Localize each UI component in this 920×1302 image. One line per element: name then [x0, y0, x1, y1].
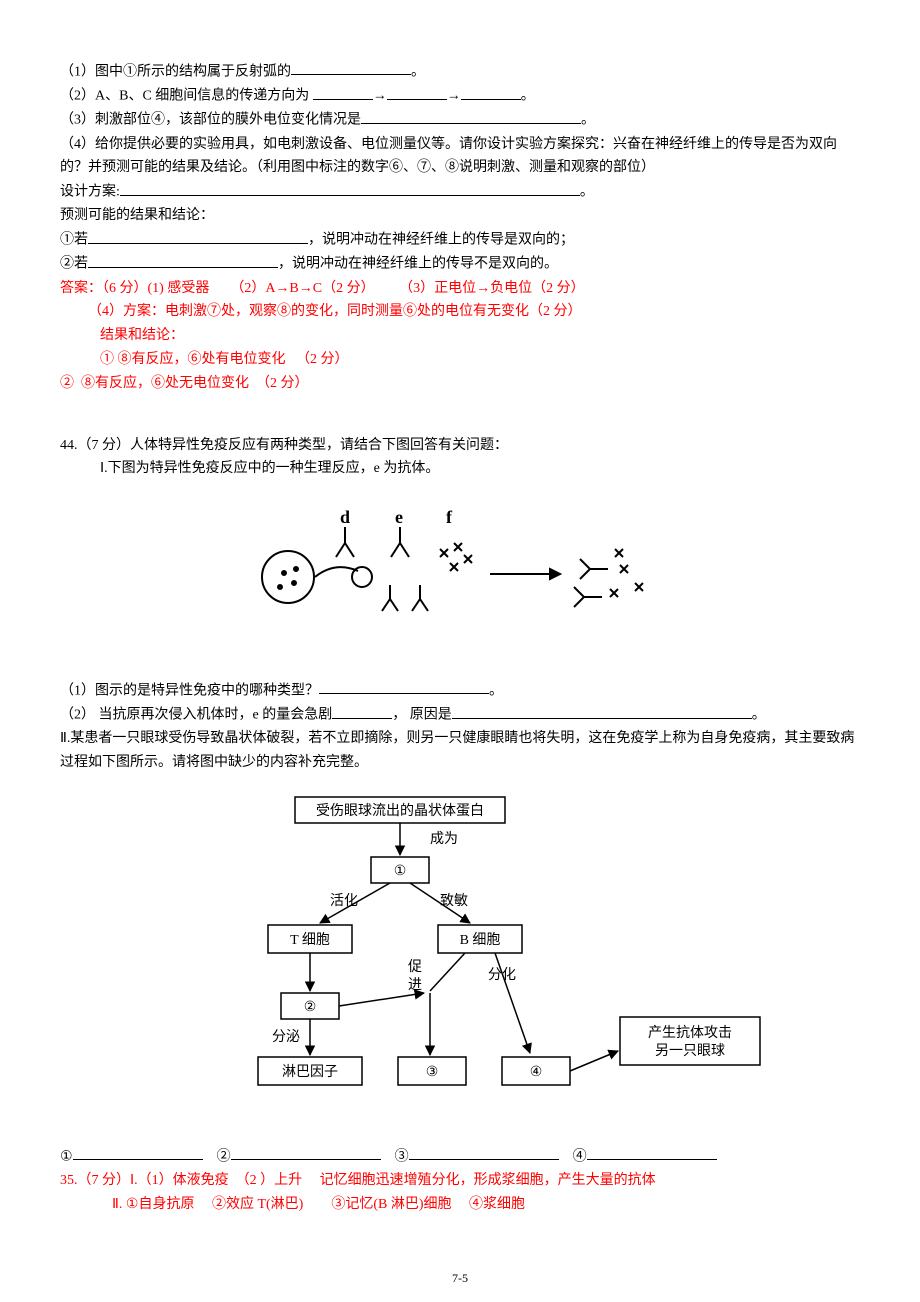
node2: ②: [304, 1000, 317, 1015]
sensitize-label: 致敏: [440, 893, 468, 909]
arrow: →: [373, 89, 387, 104]
blank: [291, 60, 411, 75]
immune-figure: d e f: [60, 499, 860, 639]
q1-a2-pre: ②若: [60, 257, 88, 272]
q44-sub1: Ⅰ.下图为特异性免疫反应中的一种生理反应，e 为抗体。: [60, 457, 860, 481]
rightbox2: 另一只眼球: [655, 1043, 725, 1059]
label-f: f: [446, 507, 453, 527]
page-footer: 7-5: [0, 1271, 920, 1286]
rightbox1: 产生抗体攻击: [648, 1025, 732, 1041]
blank: [452, 703, 752, 718]
top-box: 受伤眼球流出的晶状体蛋白: [316, 803, 484, 819]
q44-p1: （1）图示的是特异性免疫中的哪种类型？ 。: [60, 679, 860, 703]
q1-line3-pre: （3）刺激部位④，该部位的膜外电位变化情况是: [60, 113, 361, 128]
q44-p1-post: 。: [489, 683, 503, 698]
blank: [332, 703, 392, 718]
q1-a1: ①若 ，说明冲动在神经纤维上的传导是双向的；: [60, 228, 860, 252]
blank: [73, 1145, 203, 1160]
activate-label: 活化: [330, 893, 358, 909]
q1-line4: （4）给你提供必要的实验用具，如电刺激设备、电位测量仪等。请你设计实验方案探究：…: [60, 133, 860, 181]
fill-n3: ③: [395, 1149, 409, 1164]
fill-n4: ④: [573, 1149, 587, 1164]
q1-a2-post: ，说明冲动在神经纤维上的传导不是双向的。: [278, 257, 558, 272]
fill-n1: ①: [60, 1149, 73, 1164]
bcell: B 细胞: [460, 932, 501, 948]
q1-a1-pre: ①若: [60, 233, 88, 248]
blank: [313, 84, 373, 99]
q1-design: 设计方案: 。: [60, 180, 860, 204]
q1-line3-post: 。: [581, 113, 595, 128]
q44-title: 44.（7 分）人体特异性免疫反应有两种类型，请结合下图回答有关问题：: [60, 434, 860, 458]
q44-p2c: 。: [752, 708, 766, 723]
flow-diagram: 受伤眼球流出的晶状体蛋白 成为 ① 活化 致敏 T 细胞 B 细胞 促 进 分化…: [60, 793, 860, 1113]
blank: [387, 84, 447, 99]
arrow: →: [447, 89, 461, 104]
tcell: T 细胞: [290, 932, 330, 948]
q1-ans5: ② ⑧有反应，⑥处无电位变化 （2 分）: [60, 372, 860, 396]
q1-design-label: 设计方案:: [60, 185, 120, 200]
q44-p2: （2） 当抗原再次侵入机体时，e 的量会急剧 ， 原因是 。: [60, 703, 860, 727]
lymphokine: 淋巴因子: [282, 1064, 338, 1080]
q1-line2-post: 。: [521, 89, 535, 104]
q1-a1-post: ，说明冲动在神经纤维上的传导是双向的；: [308, 233, 574, 248]
blank: [409, 1145, 559, 1160]
node4: ④: [530, 1065, 543, 1080]
fill-row: ① ② ③ ④: [60, 1121, 860, 1169]
blank: [120, 180, 580, 195]
q44-p2b: ， 原因是: [392, 708, 452, 723]
blank: [319, 679, 489, 694]
q1-a2: ②若 ，说明冲动在神经纤维上的传导不是双向的。: [60, 252, 860, 276]
q44-p1-pre: （1）图示的是特异性免疫中的哪种类型？: [60, 683, 319, 698]
ans2-line1: 35.（7 分）Ⅰ.（1）体液免疫 （2 ）上升 记忆细胞迅速增殖分化，形成浆细…: [60, 1169, 860, 1193]
blank: [461, 84, 521, 99]
promote2: 进: [408, 977, 422, 993]
becomes-label: 成为: [430, 831, 458, 847]
ans2-line2: Ⅱ. ①自身抗原 ②效应 T(淋巴) ③记忆(B 淋巴)细胞 ④浆细胞: [60, 1193, 860, 1217]
q1-ans3: 结果和结论：: [60, 324, 860, 348]
label-d: d: [340, 507, 350, 527]
blank: [231, 1145, 381, 1160]
label-e: e: [395, 507, 403, 527]
node1: ①: [394, 864, 407, 879]
q1-line1: （1）图中①所示的结构属于反射弧的 。: [60, 60, 860, 84]
q1-design-post: 。: [580, 185, 594, 200]
q1-ans1: 答案：（6 分）(1) 感受器 （2）A→B→C（2 分） （3）正电位→负电位…: [60, 277, 860, 301]
q1-line1-post: 。: [411, 64, 425, 79]
promote1: 促: [408, 959, 422, 975]
blank: [587, 1145, 717, 1160]
q1-ans4: ① ⑧有反应，⑥处有电位变化 （2 分）: [60, 348, 860, 372]
q1-ans2: （4）方案：电刺激⑦处，观察⑧的变化，同时测量⑥处的电位有无变化（2 分）: [60, 300, 860, 324]
secrete-label: 分泌: [272, 1029, 300, 1045]
node3: ③: [426, 1065, 439, 1080]
q1-predict-header: 预测可能的结果和结论：: [60, 204, 860, 228]
q1-line2: （2）A、B、C 细胞间信息的传递方向为 → → 。: [60, 84, 860, 108]
differentiate-label: 分化: [488, 967, 516, 983]
q44-part2: Ⅱ.某患者一只眼球受伤导致晶状体破裂，若不立即摘除，则另一只健康眼睛也将失明，这…: [60, 727, 860, 775]
q44-p2a: （2） 当抗原再次侵入机体时，e 的量会急剧: [60, 708, 332, 723]
blank: [361, 108, 581, 123]
q1-line1-pre: （1）图中①所示的结构属于反射弧的: [60, 64, 291, 79]
blank: [88, 252, 278, 267]
fill-n2: ②: [217, 1149, 231, 1164]
q1-line2-pre: （2）A、B、C 细胞间信息的传递方向为: [60, 89, 313, 104]
q1-line3: （3）刺激部位④，该部位的膜外电位变化情况是 。: [60, 108, 860, 132]
blank: [88, 228, 308, 243]
